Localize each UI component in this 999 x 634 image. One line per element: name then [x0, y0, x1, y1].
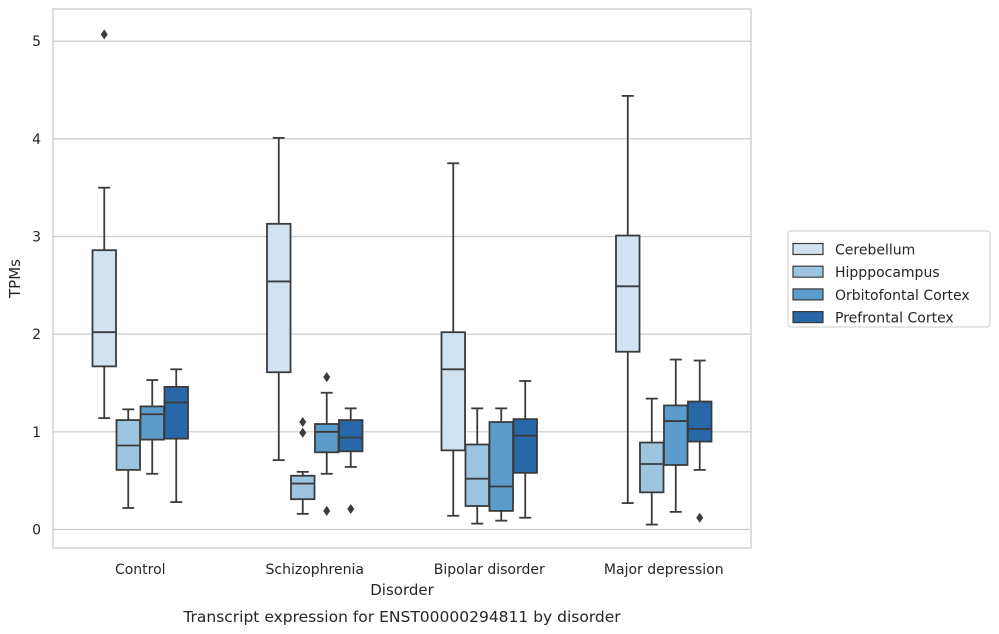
y-tick-label: 5 — [32, 34, 41, 50]
x-axis-label: Disorder — [370, 581, 434, 599]
boxes — [91, 29, 713, 526]
box-prefrontal-cortex-0 — [163, 368, 189, 504]
box-orbitofontal-cortex-3 — [663, 358, 689, 513]
iqr-box — [512, 418, 538, 474]
legend-label: Hipppocampus — [835, 265, 940, 281]
legend-item: Hipppocampus — [792, 265, 940, 281]
box-cerebellum-3 — [615, 95, 641, 504]
legend-item: Cerebellum — [792, 242, 915, 259]
box-cerebellum-0 — [91, 29, 117, 420]
box-prefrontal-cortex-1 — [338, 407, 364, 514]
x-axis-ticks: Control Schizophrenia Bipolar disorder Majo… — [115, 562, 724, 578]
y-tick-label: 0 — [32, 522, 41, 538]
box-orbitofontal-cortex-0 — [139, 379, 165, 475]
x-tick-label: Control — [115, 562, 166, 578]
iqr-box — [615, 234, 641, 353]
iqr-box — [464, 443, 490, 507]
iqr-box — [290, 474, 316, 501]
box-prefrontal-cortex-2 — [512, 380, 538, 519]
y-axis-label: TPMs — [6, 259, 24, 299]
legend-swatch — [792, 288, 824, 301]
legend-frame — [787, 230, 991, 328]
legend-label: Prefrontal Cortex — [835, 311, 954, 327]
legend-item: Orbitofontal Cortex — [792, 288, 970, 304]
outlier-point — [299, 427, 307, 438]
box-hipppocampus-3 — [639, 397, 665, 526]
legend-label: Orbitofontal Cortex — [835, 288, 970, 304]
legend-item: Prefrontal Cortex — [792, 311, 954, 327]
box-cerebellum-2 — [440, 162, 466, 517]
legend-swatch — [792, 311, 824, 324]
box-hipppocampus-2 — [464, 407, 490, 525]
iqr-box — [139, 405, 165, 441]
y-tick-label: 4 — [32, 132, 41, 148]
box-hipppocampus-1 — [290, 417, 316, 515]
box-orbitofontal-cortex-2 — [488, 407, 514, 522]
iqr-box — [440, 331, 466, 452]
plot-frame — [52, 8, 752, 549]
outlier-point — [323, 505, 331, 516]
iqr-box — [266, 222, 292, 374]
outlier-point — [299, 417, 307, 428]
x-tick-label: Schizophrenia — [266, 562, 364, 578]
chart-caption: Transcript expression for ENST0000029481… — [182, 608, 621, 626]
legend: Cerebellum Hipppocampus Orbitofontal Corte… — [787, 230, 991, 328]
outlier-point — [100, 29, 108, 40]
legend-label: Cerebellum — [835, 243, 915, 259]
iqr-box — [488, 421, 514, 512]
x-tick-label: Major depression — [604, 562, 724, 578]
iqr-box — [163, 385, 189, 440]
box-hipppocampus-0 — [115, 408, 141, 509]
box-cerebellum-1 — [266, 136, 292, 462]
x-tick-label: Bipolar disorder — [434, 562, 545, 578]
outlier-point — [323, 372, 331, 383]
y-tick-label: 2 — [32, 327, 41, 343]
iqr-box — [687, 400, 713, 443]
iqr-box — [91, 249, 117, 368]
outlier-point — [696, 512, 704, 523]
legend-swatch — [792, 265, 824, 278]
iqr-box — [639, 441, 665, 494]
outlier-point — [347, 503, 355, 514]
iqr-box — [314, 423, 340, 454]
iqr-box — [663, 404, 689, 466]
box-orbitofontal-cortex-1 — [314, 372, 340, 516]
iqr-box — [338, 419, 364, 453]
box-prefrontal-cortex-3 — [687, 359, 713, 523]
y-axis-ticks: 0 1 2 3 4 5 — [32, 34, 41, 538]
y-tick-label: 1 — [32, 425, 41, 441]
legend-swatch — [792, 242, 824, 256]
y-tick-label: 3 — [32, 230, 41, 246]
